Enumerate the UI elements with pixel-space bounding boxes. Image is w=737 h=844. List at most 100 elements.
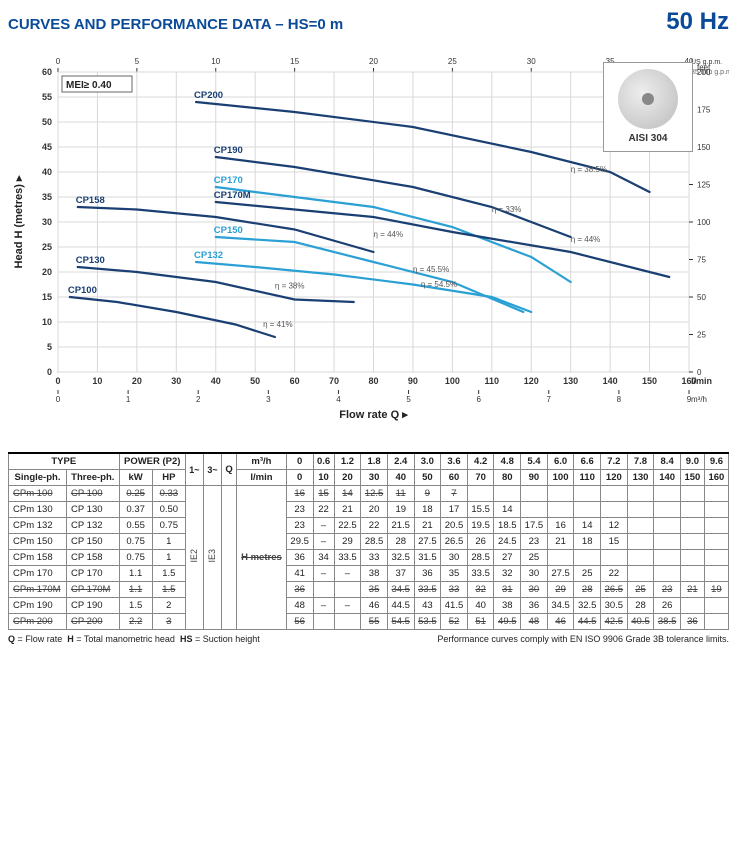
svg-text:CP130: CP130 xyxy=(76,255,105,266)
cell: CPm 132 xyxy=(9,518,67,534)
cell: 51 xyxy=(467,614,494,630)
svg-text:η = 44%: η = 44% xyxy=(374,230,404,239)
svg-text:40: 40 xyxy=(211,376,221,386)
svg-text:50: 50 xyxy=(697,293,706,302)
cell: 1.1 xyxy=(119,582,152,598)
svg-text:10: 10 xyxy=(42,317,52,327)
table-row: CPm 170MCP 170M1.11.5363534.533.53332313… xyxy=(9,582,729,598)
cell: 11 xyxy=(387,486,414,502)
cell: 9 xyxy=(414,486,441,502)
cell xyxy=(654,550,681,566)
cell: 26.5 xyxy=(601,582,628,598)
cell: 19.5 xyxy=(467,518,494,534)
cell: 21 xyxy=(414,518,441,534)
cell: 18 xyxy=(414,502,441,518)
cell xyxy=(627,486,654,502)
cell: IE3 xyxy=(203,486,221,630)
svg-text:30: 30 xyxy=(42,217,52,227)
cell xyxy=(547,550,574,566)
cell: 21 xyxy=(547,534,574,550)
cell: 0.75 xyxy=(119,550,152,566)
cell xyxy=(704,550,728,566)
cell: CP 190 xyxy=(67,598,120,614)
q-header: 4.2 xyxy=(467,453,494,470)
cell: 12 xyxy=(601,518,628,534)
cell: 21.5 xyxy=(387,518,414,534)
cell: 2.2 xyxy=(119,614,152,630)
cell: 22.5 xyxy=(334,518,361,534)
cell xyxy=(601,486,628,502)
cell: 46 xyxy=(547,614,574,630)
svg-text:55: 55 xyxy=(42,92,52,102)
cell: 42.5 xyxy=(601,614,628,630)
cell xyxy=(521,502,548,518)
svg-text:8: 8 xyxy=(617,395,622,404)
cell: 17 xyxy=(441,502,468,518)
cell: 25 xyxy=(521,550,548,566)
col-three: Three-ph. xyxy=(67,470,120,486)
cell: 40.5 xyxy=(627,614,654,630)
cell: 34.5 xyxy=(547,598,574,614)
svg-text:140: 140 xyxy=(603,376,618,386)
q-header: 60 xyxy=(441,470,468,486)
svg-text:0: 0 xyxy=(56,57,61,66)
cell: 23 xyxy=(286,502,313,518)
cell: 40 xyxy=(467,598,494,614)
cell: 34 xyxy=(313,550,334,566)
q-header: 6.0 xyxy=(547,453,574,470)
svg-text:m³/h: m³/h xyxy=(691,395,707,404)
svg-text:5: 5 xyxy=(406,395,411,404)
cell: 0.37 xyxy=(119,502,152,518)
svg-text:CP150: CP150 xyxy=(214,225,243,236)
cell xyxy=(680,518,704,534)
footer-legend: Q = Flow rate H = Total manometric head … xyxy=(8,634,260,644)
svg-text:Head H (metres) ▸: Head H (metres) ▸ xyxy=(13,175,25,268)
cell: 36 xyxy=(286,550,313,566)
cell: 22 xyxy=(361,518,388,534)
cell: 7 xyxy=(441,486,468,502)
cell: 1 xyxy=(152,550,185,566)
q-header: 30 xyxy=(361,470,388,486)
q-header: 7.2 xyxy=(601,453,628,470)
page-title: CURVES AND PERFORMANCE DATA – HS=0 m xyxy=(8,16,343,33)
cell: 20.5 xyxy=(441,518,468,534)
cell: 46 xyxy=(361,598,388,614)
cell: CPm 150 xyxy=(9,534,67,550)
q-header: 20 xyxy=(334,470,361,486)
page-header: CURVES AND PERFORMANCE DATA – HS=0 m 50 … xyxy=(8,8,729,36)
cell: CPm 130 xyxy=(9,502,67,518)
cell: CPm 158 xyxy=(9,550,67,566)
q-header: 100 xyxy=(547,470,574,486)
cell: IE2 xyxy=(185,486,203,630)
table-row: CPm 132CP 1320.550.7523–22.52221.52120.5… xyxy=(9,518,729,534)
cell xyxy=(627,550,654,566)
col-1ph: 1~ xyxy=(185,453,203,486)
svg-text:6: 6 xyxy=(476,395,481,404)
cell: 19 xyxy=(387,502,414,518)
q-header: 50 xyxy=(414,470,441,486)
svg-text:η = 54.5%: η = 54.5% xyxy=(421,280,457,289)
svg-text:60: 60 xyxy=(42,67,52,77)
cell: 0.33 xyxy=(152,486,185,502)
cell: 21 xyxy=(680,582,704,598)
cell xyxy=(654,502,681,518)
table-row: CPm 190CP 1901.5248––4644.54341.54038363… xyxy=(9,598,729,614)
cell: 35 xyxy=(441,566,468,582)
cell: – xyxy=(313,518,334,534)
svg-text:5: 5 xyxy=(47,342,52,352)
q-header: 6.6 xyxy=(574,453,601,470)
col-hp: HP xyxy=(152,470,185,486)
cell: CP 170M xyxy=(67,582,120,598)
cell: 38 xyxy=(494,598,521,614)
cell: 41.5 xyxy=(441,598,468,614)
cell: 27 xyxy=(494,550,521,566)
cell: CPm 170 xyxy=(9,566,67,582)
cell xyxy=(680,566,704,582)
cell: 32 xyxy=(467,582,494,598)
svg-text:0: 0 xyxy=(55,376,60,386)
cell: – xyxy=(313,566,334,582)
svg-text:120: 120 xyxy=(524,376,539,386)
cell: 23 xyxy=(654,582,681,598)
cell: CPm 200 xyxy=(9,614,67,630)
table-row: CPm 100CP 1000.250.33IE2IE3H metres16151… xyxy=(9,486,729,502)
